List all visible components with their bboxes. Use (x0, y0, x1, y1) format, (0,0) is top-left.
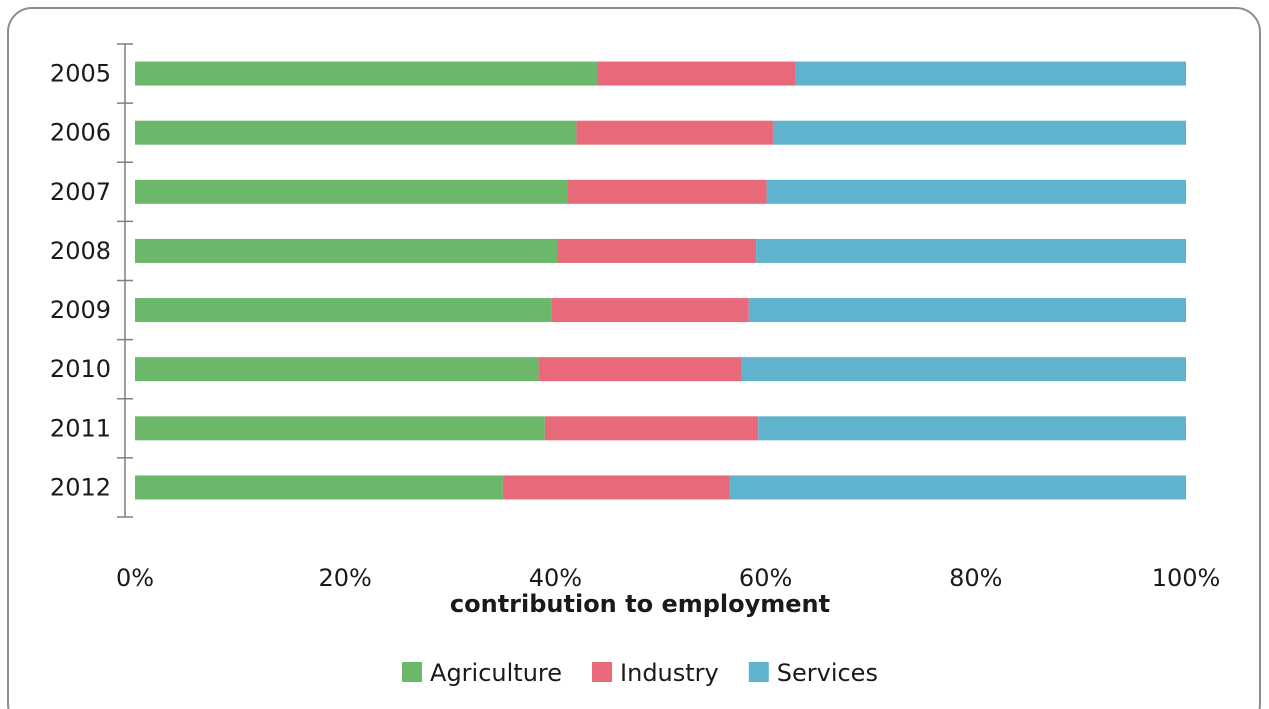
y-tick-label: 2007 (50, 178, 111, 206)
x-tick-label: 100% (1152, 564, 1221, 592)
y-tick-label: 2010 (50, 355, 111, 383)
bar-agriculture-2010 (135, 357, 539, 382)
x-tick-label: 20% (319, 564, 372, 592)
legend-swatch-industry (592, 662, 613, 682)
x-axis-title: contribution to employment (450, 590, 830, 618)
bar-services-2009 (748, 298, 1186, 323)
legend-label-agriculture: Agriculture (430, 659, 562, 687)
bar-industry-2010 (538, 357, 742, 382)
bar-services-2012 (729, 475, 1186, 500)
legend-label-services: Services (777, 659, 878, 687)
bar-agriculture-2007 (135, 179, 569, 204)
legend-label-industry: Industry (620, 659, 719, 687)
bar-agriculture-2006 (135, 120, 577, 145)
bar-industry-2006 (576, 120, 773, 145)
bar-agriculture-2005 (135, 61, 598, 86)
bar-services-2008 (756, 238, 1186, 263)
bar-agriculture-2011 (135, 416, 545, 441)
bar-industry-2012 (502, 475, 730, 500)
labels-layer: 2005 2006 2007 2008 2009 2010 2011 2012 0% 20% 40%… (50, 60, 1220, 592)
y-tick-label: 2012 (50, 473, 111, 501)
bar-services-2011 (758, 416, 1186, 441)
bar-services-2005 (795, 61, 1186, 86)
bar-industry-2005 (597, 61, 796, 86)
bar-agriculture-2009 (135, 298, 552, 323)
legend: Agriculture Industry Services (402, 659, 878, 687)
bar-services-2006 (772, 120, 1186, 145)
bar-services-2010 (741, 357, 1186, 382)
bar-industry-2011 (544, 416, 759, 441)
x-tick-label: 80% (949, 564, 1002, 592)
x-tick-label: 60% (739, 564, 792, 592)
bar-industry-2008 (557, 238, 757, 263)
x-tick-label: 40% (529, 564, 582, 592)
bar-services-2007 (766, 179, 1186, 204)
legend-swatch-agriculture (402, 662, 423, 682)
bar-agriculture-2012 (135, 475, 503, 500)
y-tick-label: 2011 (50, 414, 111, 442)
y-tick-label: 2008 (50, 237, 111, 265)
axis-layer (117, 43, 133, 518)
y-tick-label: 2005 (50, 60, 111, 88)
legend-swatch-services (748, 662, 769, 682)
bar-agriculture-2008 (135, 238, 558, 263)
bar-industry-2009 (551, 298, 749, 323)
bars-layer (135, 61, 1186, 500)
y-tick-label: 2009 (50, 296, 111, 324)
x-tick-label: 0% (116, 564, 154, 592)
y-tick-label: 2006 (50, 119, 111, 147)
bar-industry-2007 (568, 179, 767, 204)
